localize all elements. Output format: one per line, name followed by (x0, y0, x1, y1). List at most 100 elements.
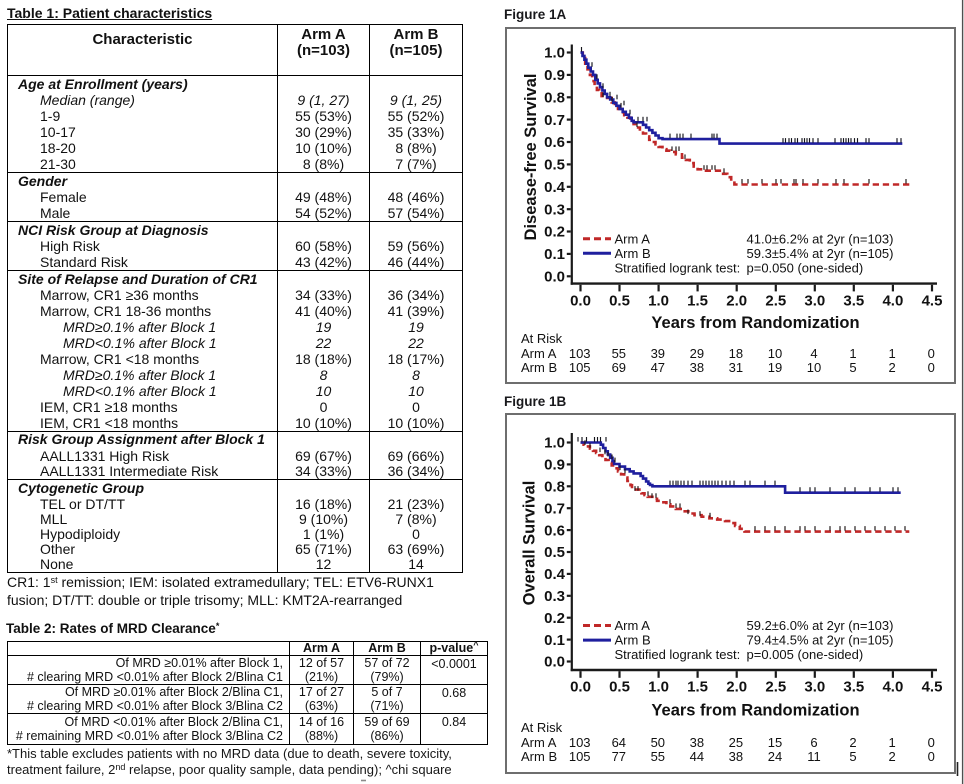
svg-text:0.8: 0.8 (544, 90, 565, 107)
svg-text:5: 5 (849, 360, 856, 375)
svg-text:0: 0 (928, 346, 935, 361)
svg-text:p=0.005 (one-sided): p=0.005 (one-sided) (747, 647, 864, 662)
svg-text:18: 18 (729, 346, 743, 361)
svg-text:39: 39 (651, 346, 665, 361)
svg-text:0.0: 0.0 (544, 269, 565, 286)
svg-text:4.0: 4.0 (882, 679, 903, 696)
svg-text:4.5: 4.5 (922, 292, 943, 309)
svg-text:Arm B: Arm B (521, 360, 557, 375)
svg-text:Arm B: Arm B (521, 749, 557, 764)
svg-text:2.0: 2.0 (726, 292, 747, 309)
svg-text:79.4±4.5% at 2yr (n=105): 79.4±4.5% at 2yr (n=105) (747, 633, 894, 648)
svg-text:38: 38 (690, 360, 704, 375)
svg-text:Stratified logrank test:: Stratified logrank test: (615, 647, 741, 662)
svg-text:0: 0 (928, 749, 935, 764)
svg-text:38: 38 (690, 735, 704, 750)
svg-text:64: 64 (612, 735, 626, 750)
svg-text:0.5: 0.5 (544, 157, 565, 174)
svg-text:3.5: 3.5 (843, 292, 864, 309)
svg-text:2: 2 (849, 735, 856, 750)
svg-text:p=0.050 (one-sided): p=0.050 (one-sided) (747, 260, 864, 275)
svg-text:10: 10 (807, 360, 821, 375)
svg-text:0.1: 0.1 (544, 632, 565, 649)
svg-text:Disease-free Survival: Disease-free Survival (522, 74, 540, 241)
svg-text:31: 31 (729, 360, 743, 375)
svg-text:1: 1 (849, 346, 856, 361)
svg-text:1.5: 1.5 (687, 679, 708, 696)
svg-text:Arm B: Arm B (615, 246, 651, 261)
svg-text:41.0±6.2% at 2yr (n=103): 41.0±6.2% at 2yr (n=103) (747, 231, 894, 246)
svg-text:105: 105 (569, 360, 591, 375)
svg-text:Years from Randomization: Years from Randomization (651, 314, 859, 332)
svg-text:0.2: 0.2 (544, 224, 565, 241)
svg-text:Overall Survival: Overall Survival (521, 481, 539, 606)
svg-text:0: 0 (928, 735, 935, 750)
svg-text:29: 29 (690, 346, 704, 361)
svg-text:0.4: 0.4 (544, 566, 566, 583)
svg-text:0.3: 0.3 (544, 588, 565, 605)
svg-text:0.8: 0.8 (544, 479, 565, 496)
svg-text:1.0: 1.0 (544, 435, 565, 452)
svg-text:0.9: 0.9 (544, 457, 565, 474)
svg-text:0.6: 0.6 (544, 134, 565, 151)
svg-text:0.5: 0.5 (609, 292, 630, 309)
svg-text:24: 24 (768, 749, 782, 764)
svg-text:5: 5 (849, 749, 856, 764)
svg-text:15: 15 (768, 735, 782, 750)
svg-text:47: 47 (651, 360, 665, 375)
svg-text:0.1: 0.1 (544, 246, 565, 263)
svg-text:0.6: 0.6 (544, 522, 565, 539)
svg-text:4: 4 (810, 346, 817, 361)
svg-text:1.0: 1.0 (648, 292, 669, 309)
svg-text:3.0: 3.0 (804, 292, 825, 309)
svg-text:11: 11 (807, 749, 821, 764)
svg-text:105: 105 (569, 749, 591, 764)
svg-text:2.5: 2.5 (765, 679, 786, 696)
svg-text:44: 44 (690, 749, 704, 764)
svg-text:0.4: 0.4 (544, 179, 566, 196)
svg-text:1: 1 (888, 346, 895, 361)
svg-text:At Risk: At Risk (521, 331, 563, 346)
svg-text:4.0: 4.0 (882, 292, 903, 309)
svg-text:103: 103 (569, 735, 591, 750)
svg-text:Arm A: Arm A (615, 231, 651, 246)
svg-text:0.3: 0.3 (544, 201, 565, 218)
svg-text:59.2±6.0% at 2yr (n=103): 59.2±6.0% at 2yr (n=103) (747, 618, 894, 633)
svg-text:0: 0 (928, 360, 935, 375)
svg-text:3.5: 3.5 (843, 679, 864, 696)
svg-text:103: 103 (569, 346, 591, 361)
svg-text:0.5: 0.5 (544, 544, 565, 561)
svg-text:0.7: 0.7 (544, 500, 565, 517)
svg-text:0.5: 0.5 (609, 679, 630, 696)
svg-text:Arm A: Arm A (521, 735, 557, 750)
svg-text:Arm A: Arm A (521, 346, 557, 361)
svg-text:50: 50 (651, 735, 665, 750)
svg-text:25: 25 (729, 735, 743, 750)
svg-text:Arm B: Arm B (615, 633, 651, 648)
svg-text:4.5: 4.5 (922, 679, 943, 696)
svg-text:38: 38 (729, 749, 743, 764)
svg-text:1.0: 1.0 (544, 45, 565, 62)
svg-text:0.0: 0.0 (544, 654, 565, 671)
svg-text:0.2: 0.2 (544, 610, 565, 627)
svg-text:55: 55 (612, 346, 626, 361)
svg-text:6: 6 (810, 735, 817, 750)
svg-text:10: 10 (768, 346, 782, 361)
svg-text:Stratified logrank test:: Stratified logrank test: (615, 260, 741, 275)
svg-text:Arm A: Arm A (615, 618, 651, 633)
svg-text:69: 69 (612, 360, 626, 375)
svg-text:77: 77 (612, 749, 626, 764)
svg-text:19: 19 (768, 360, 782, 375)
svg-text:55: 55 (651, 749, 665, 764)
svg-text:59.3±5.4% at 2yr (n=105): 59.3±5.4% at 2yr (n=105) (747, 246, 894, 261)
svg-text:2: 2 (888, 749, 895, 764)
svg-text:1.0: 1.0 (648, 679, 669, 696)
svg-text:3.0: 3.0 (804, 679, 825, 696)
svg-text:0.0: 0.0 (570, 292, 591, 309)
svg-text:At Risk: At Risk (521, 720, 563, 735)
svg-text:0.9: 0.9 (544, 67, 565, 84)
svg-text:0.0: 0.0 (570, 679, 591, 696)
svg-text:1: 1 (888, 735, 895, 750)
svg-text:1.5: 1.5 (687, 292, 708, 309)
svg-text:2: 2 (888, 360, 895, 375)
